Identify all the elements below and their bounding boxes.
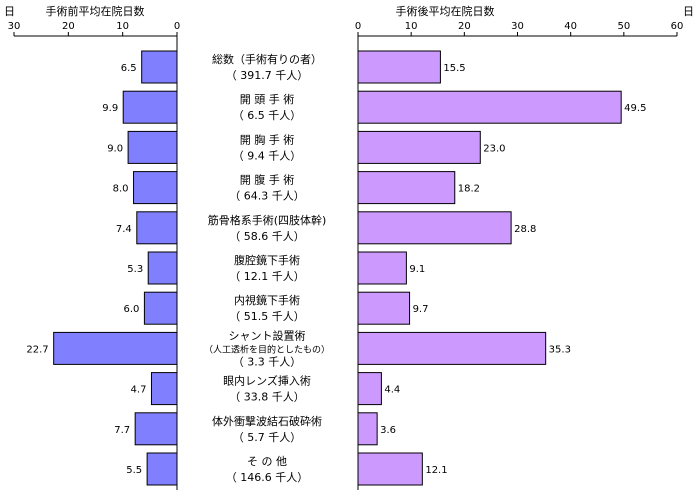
category-label: （ 5.7 千人）: [233, 431, 302, 444]
right-bar: [357, 412, 378, 446]
left-unit-label: 日: [4, 5, 15, 18]
left-bar-value-label: 9.9: [102, 103, 118, 114]
left-tick-label: 20: [62, 21, 75, 32]
left-bar-value-label: 5.3: [127, 264, 143, 275]
left-bar: [53, 331, 178, 365]
left-bar: [150, 372, 178, 406]
right-bar: [357, 90, 622, 124]
left-bar: [146, 452, 178, 486]
category-label: 開 腹 手 術: [240, 173, 295, 187]
category-label: そ の 他: [247, 455, 287, 468]
category-label: （ 12.1 千人）: [229, 270, 305, 283]
left-chart-title: 手術前平均在院日数: [46, 4, 145, 18]
category-label: 総数（手術有りの者）: [212, 52, 322, 66]
right-bar: [357, 211, 512, 245]
category-label: （ 64.3 千人）: [229, 190, 305, 203]
left-bar: [127, 130, 178, 164]
left-bar: [133, 171, 178, 205]
left-bar-value-label: 7.4: [116, 224, 132, 235]
right-bar: [357, 291, 411, 325]
category-label: 筋骨格系手術(四肢体幹): [208, 213, 327, 227]
right-tick-label: 60: [671, 21, 684, 32]
left-bar: [141, 50, 178, 84]
category-label: 眼内レンズ挿入術: [223, 374, 311, 388]
right-bar-value-label: 3.6: [380, 425, 396, 436]
right-tick-label: 20: [458, 21, 471, 32]
left-bar: [147, 251, 178, 285]
right-bar-value-label: 18.2: [458, 184, 480, 195]
category-label: 開 胸 手 術: [240, 132, 295, 146]
category-label: （ 58.6 千人）: [229, 230, 305, 243]
left-bar-value-label: 9.0: [107, 143, 123, 154]
category-label: 内視鏡下手術: [234, 293, 300, 307]
right-tick-label: 50: [617, 21, 630, 32]
right-bar: [357, 171, 456, 205]
right-bar-value-label: 9.7: [413, 304, 429, 315]
left-tick-label: 30: [8, 21, 21, 32]
left-bar-value-label: 5.5: [126, 465, 142, 476]
category-label: 腹腔鏡下手術: [234, 253, 300, 267]
right-bar-value-label: 9.1: [409, 264, 425, 275]
category-label: （ 6.5 千人）: [233, 109, 302, 122]
right-bar-value-label: 28.8: [514, 224, 536, 235]
category-label: （ 51.5 千人）: [229, 310, 305, 323]
left-bar-value-label: 6.0: [123, 304, 139, 315]
category-label: 体外衝撃波結石破砕術: [212, 414, 322, 428]
left-tick-label: 0: [174, 21, 180, 32]
left-bar-value-label: 22.7: [26, 344, 48, 355]
right-bar: [357, 452, 423, 486]
left-bar-value-label: 7.7: [114, 425, 130, 436]
right-bar-value-label: 49.5: [624, 103, 646, 114]
right-chart-title: 手術後平均在院日数: [396, 4, 495, 18]
left-tick-label: 10: [116, 21, 129, 32]
category-label: （ 391.7 千人）: [226, 69, 308, 82]
category-label: （ 9.4 千人）: [233, 149, 302, 162]
right-bar-value-label: 23.0: [483, 143, 505, 154]
right-tick-label: 10: [405, 21, 418, 32]
right-bar-value-label: 12.1: [425, 465, 447, 476]
right-bar: [357, 50, 441, 84]
left-bar-value-label: 8.0: [113, 184, 129, 195]
category-label: シャント設置術: [229, 328, 306, 342]
category-label: （ 3.3 千人）: [233, 355, 302, 368]
right-bar: [357, 331, 547, 365]
left-bar: [136, 211, 178, 245]
left-bar: [143, 291, 178, 325]
right-tick-label: 40: [564, 21, 577, 32]
category-label: （人工透析を目的としたもの）: [204, 343, 330, 355]
category-label: 開 頭 手 術: [240, 92, 295, 106]
right-bar-value-label: 4.4: [384, 385, 400, 396]
left-bar-value-label: 4.7: [131, 385, 147, 396]
left-bar: [122, 90, 178, 124]
right-tick-label: 30: [511, 21, 524, 32]
right-bar-value-label: 15.5: [443, 63, 465, 74]
left-bar: [134, 412, 178, 446]
right-bar: [357, 130, 481, 164]
right-unit-label: 日: [683, 5, 694, 18]
right-bar: [357, 372, 382, 406]
category-label: （ 33.8 千人）: [229, 391, 305, 404]
category-label: （ 146.6 千人）: [226, 471, 308, 484]
right-tick-label: 0: [355, 21, 361, 32]
right-bar-value-label: 35.3: [549, 344, 571, 355]
left-bar-value-label: 6.5: [121, 63, 137, 74]
right-bar: [357, 251, 407, 285]
